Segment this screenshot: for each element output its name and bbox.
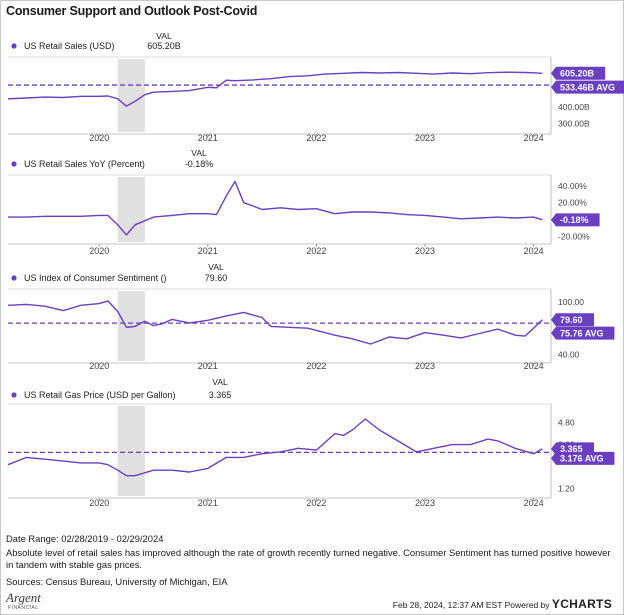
x-tick-label: 2020 xyxy=(89,133,109,143)
value-badge xyxy=(551,213,600,227)
x-tick-label: 2024 xyxy=(524,498,544,508)
val-header: VAL xyxy=(191,148,207,158)
x-tick-label: 2022 xyxy=(306,133,326,143)
value-badge-label: 3.365 xyxy=(560,444,583,454)
charts-svg: 2020 2021 2022 2023 2024 400.00B 300.00B US Ret… xyxy=(7,31,624,508)
commentary-note: Absolute level of retail sales has impro… xyxy=(6,547,611,570)
legend-marker xyxy=(11,392,17,398)
legend-marker xyxy=(11,43,17,49)
series-line xyxy=(8,180,543,236)
val-header: VAL xyxy=(208,262,224,272)
average-badge-label: 533.46B AVG xyxy=(560,82,615,92)
x-tick-label: 2023 xyxy=(415,498,435,508)
timestamp-text: Feb 28, 2024, 12:37 AM EST Powered by xyxy=(392,600,550,610)
legend-value: 79.60 xyxy=(205,273,228,283)
x-tick-label: 2023 xyxy=(415,246,435,256)
legend-series-name: US Index of Consumer Sentiment () xyxy=(24,273,167,283)
x-tick-label: 2023 xyxy=(415,361,435,371)
recession-shade xyxy=(117,59,145,132)
x-tick-label: 2022 xyxy=(306,498,326,508)
average-badge xyxy=(551,326,615,340)
legend-series-name: US Retail Gas Price (USD per Gallon) xyxy=(24,390,176,400)
x-tick-label: 2024 xyxy=(524,133,544,143)
legend-marker xyxy=(11,161,17,167)
x-tick-label: 2021 xyxy=(198,246,218,256)
legend-value: -0.18% xyxy=(185,159,214,169)
average-badge xyxy=(551,80,624,94)
x-tick-label: 2023 xyxy=(415,133,435,143)
x-tick-label: 2022 xyxy=(306,246,326,256)
x-tick-label: 2021 xyxy=(198,361,218,371)
timestamp: Feb 28, 2024, 12:37 AM EST Powered by YC… xyxy=(393,597,612,611)
value-badge-label: 605.20B xyxy=(560,69,595,79)
argent-logo: Argent xyxy=(6,590,41,605)
value-badge xyxy=(551,313,594,327)
x-tick-label: 2020 xyxy=(89,361,109,371)
page-title: Consumer Support and Outlook Post-Covid xyxy=(6,4,258,18)
y-tick-label: 20.00% xyxy=(558,198,587,208)
series-line xyxy=(7,300,543,345)
y-tick-label: 4.80 xyxy=(558,418,575,428)
x-tick-label: 2024 xyxy=(524,246,544,256)
legend-series-name: US Retail Sales YoY (Percent) xyxy=(24,159,145,169)
average-badge-label: 3.176 AVG xyxy=(560,454,604,464)
recession-shade xyxy=(117,406,145,496)
y-tick-label: -20.00% xyxy=(558,232,590,242)
y-tick-label: 1.20 xyxy=(558,484,575,494)
recession-shade xyxy=(117,177,145,242)
argent-logo-sub: FINANCIAL xyxy=(8,605,39,611)
val-header: VAL xyxy=(156,31,172,41)
ycharts-brand: YCHARTS xyxy=(551,597,612,611)
value-badge-label: 79.60 xyxy=(560,315,583,325)
x-tick-label: 2022 xyxy=(306,361,326,371)
legend-marker xyxy=(11,275,17,281)
val-header: VAL xyxy=(212,377,228,387)
series-line xyxy=(7,418,543,477)
sources: Sources: Census Bureau, University of Mi… xyxy=(6,576,228,587)
legend-value: 3.365 xyxy=(209,390,232,400)
legend-value: 605.20B xyxy=(147,41,181,51)
y-tick-label: 40.00% xyxy=(558,181,587,191)
x-tick-label: 2020 xyxy=(89,246,109,256)
value-badge-label: -0.18% xyxy=(560,215,589,225)
legend-series-name: US Retail Sales (USD) xyxy=(24,41,115,51)
value-badge xyxy=(551,66,606,80)
x-tick-label: 2021 xyxy=(198,498,218,508)
average-badge xyxy=(551,451,615,465)
average-badge-label: 75.76 AVG xyxy=(560,328,604,338)
series-line xyxy=(7,71,543,107)
x-tick-label: 2024 xyxy=(524,361,544,371)
y-tick-label: 300.00B xyxy=(558,118,590,128)
y-tick-label: 40.00 xyxy=(558,350,580,360)
x-tick-label: 2020 xyxy=(89,498,109,508)
y-tick-label: 100.00 xyxy=(558,297,584,307)
y-tick-label: 400.00B xyxy=(558,102,590,112)
recession-shade xyxy=(117,291,145,361)
date-range: Date Range: 02/28/2019 - 02/29/2024 xyxy=(6,533,164,544)
x-tick-label: 2021 xyxy=(198,133,218,143)
